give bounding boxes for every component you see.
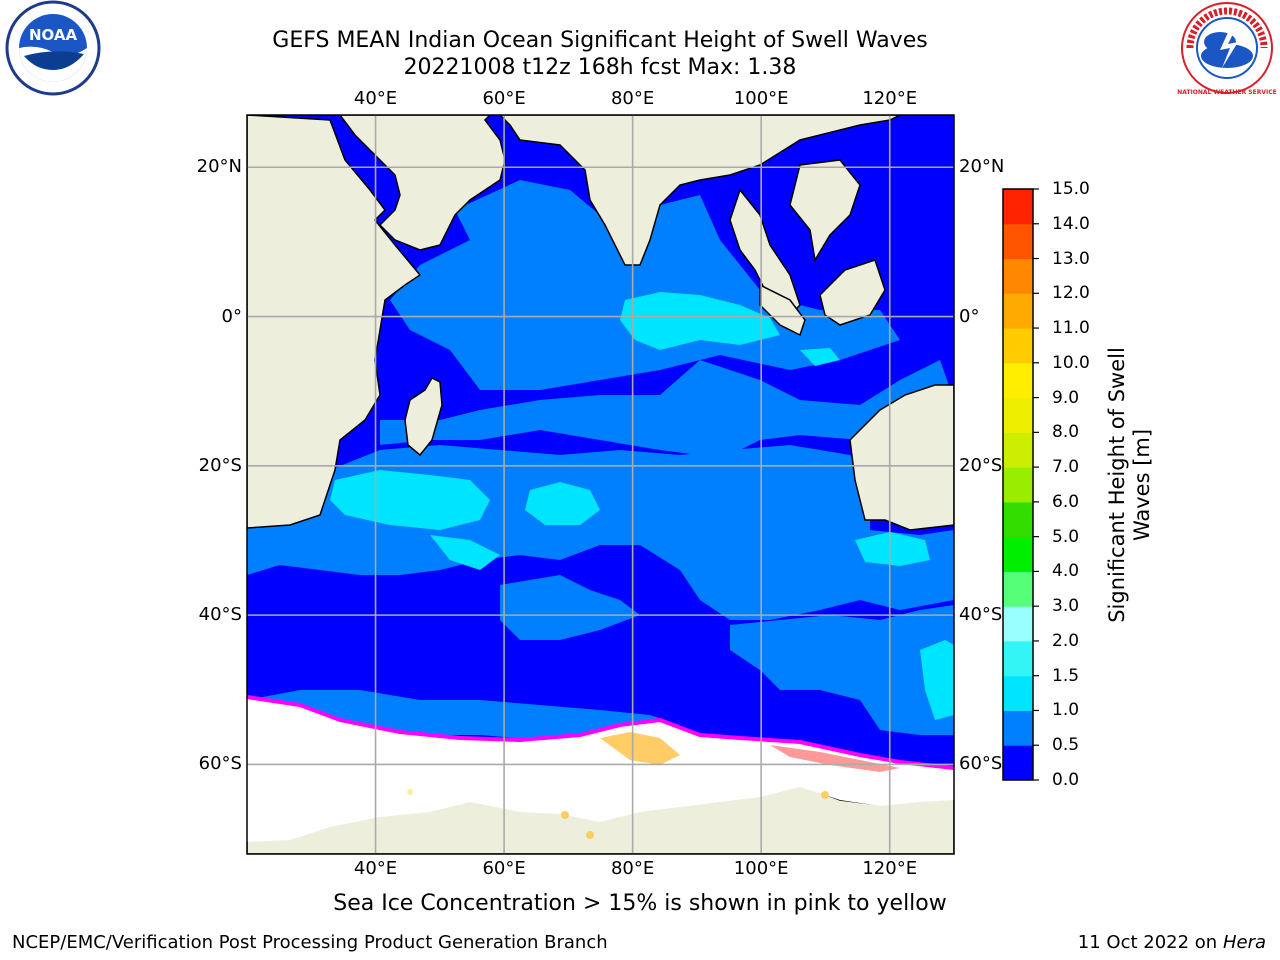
footer-date: 11 Oct 2022 on Hera bbox=[1078, 932, 1266, 954]
lat-tick-right: 60°S bbox=[959, 753, 1003, 775]
colorbar-segment bbox=[1003, 675, 1033, 711]
colorbar-tick-label: 6.0 bbox=[1052, 491, 1080, 512]
colorbar-segment bbox=[1003, 571, 1033, 607]
map-grid bbox=[247, 115, 954, 854]
colorbar-tick-label: 14.0 bbox=[1052, 213, 1090, 234]
colorbar-tick-label: 15.0 bbox=[1052, 179, 1090, 199]
chart-subtitle: 20221008 t12z 168h fcst Max: 1.38 bbox=[403, 55, 797, 80]
colorbar-tick-label: 4.0 bbox=[1052, 561, 1080, 582]
lon-tick-top: 60°E bbox=[482, 88, 526, 109]
lon-tick-bottom: 100°E bbox=[733, 858, 789, 879]
colorbar-tick-label: 12.0 bbox=[1052, 283, 1090, 304]
colorbar-tick-label: 1.5 bbox=[1052, 665, 1080, 686]
lat-tick-right: 20°S bbox=[959, 454, 1003, 476]
colorbar-segment bbox=[1003, 328, 1033, 364]
colorbar-segment bbox=[1003, 606, 1033, 642]
colorbar-tick-label: 0.0 bbox=[1052, 770, 1080, 790]
lat-tick-right: 40°S bbox=[959, 604, 1003, 626]
footer-credit: NCEP/EMC/Verification Post Processing Pr… bbox=[12, 932, 608, 953]
colorbar-segment bbox=[1003, 467, 1033, 503]
lon-tick-top: 120°E bbox=[862, 88, 918, 109]
footer-date-text: 11 Oct 2022 on bbox=[1077, 932, 1223, 953]
colorbar-segment bbox=[1003, 293, 1033, 329]
colorbar-tick-label: 0.5 bbox=[1052, 735, 1080, 756]
colorbar-tick-label: 13.0 bbox=[1052, 248, 1090, 269]
lat-tick-right: 20°N bbox=[959, 156, 1005, 178]
lon-tick-bottom: 120°E bbox=[862, 858, 918, 879]
colorbar-tick-label: 7.0 bbox=[1052, 457, 1080, 478]
lat-tick-left: 20°S bbox=[198, 454, 242, 476]
map-frame bbox=[246, 114, 955, 855]
lon-tick-bottom: 40°E bbox=[353, 858, 398, 879]
colorbar-tick-label: 1.0 bbox=[1052, 700, 1080, 721]
sea-ice-note: Sea Ice Concentration > 15% is shown in … bbox=[333, 891, 947, 916]
land-masses bbox=[247, 115, 954, 854]
colorbar-tick-label: 10.0 bbox=[1052, 352, 1090, 373]
colorbar-segment bbox=[1003, 432, 1033, 468]
colorbar-segment bbox=[1003, 258, 1033, 294]
nws-logo: NATIONAL WEATHER SERVICE bbox=[1174, 0, 1280, 100]
lon-tick-bottom: 60°E bbox=[482, 858, 526, 879]
sea-ice bbox=[247, 695, 954, 842]
colorbar-tick-label: 11.0 bbox=[1052, 318, 1090, 339]
footer-host: Hera bbox=[1222, 932, 1266, 953]
nws-logo-text: NATIONAL WEATHER SERVICE bbox=[1177, 89, 1276, 96]
map-area bbox=[247, 115, 954, 854]
colorbar-label-line2: Waves [m] bbox=[1130, 428, 1154, 542]
colorbar-segment bbox=[1003, 397, 1033, 433]
colorbar-tick-label: 3.0 bbox=[1052, 596, 1080, 617]
colorbar-segment bbox=[1003, 536, 1033, 572]
lon-tick-bottom: 80°E bbox=[610, 858, 655, 879]
colorbar-segment bbox=[1003, 189, 1033, 225]
colorbar-segment bbox=[1003, 501, 1033, 538]
colorbar bbox=[1002, 188, 1039, 781]
colorbar-frame bbox=[1002, 188, 1034, 781]
colorbar-label-line1: Significant Height of Swell bbox=[1105, 347, 1129, 623]
colorbar-segment bbox=[1003, 710, 1033, 746]
colorbar-segment bbox=[1003, 223, 1033, 260]
lat-tick-left: 0° bbox=[221, 305, 242, 327]
lon-tick-top: 80°E bbox=[610, 88, 655, 109]
lon-tick-top: 40°E bbox=[353, 88, 398, 109]
colorbar-tick-label: 8.0 bbox=[1052, 422, 1080, 443]
lon-tick-top: 100°E bbox=[733, 88, 789, 109]
colorbar-segment bbox=[1003, 745, 1033, 781]
lat-tick-left: 20°N bbox=[196, 156, 242, 178]
colorbar-tick-label: 9.0 bbox=[1052, 387, 1080, 408]
noaa-logo: NOAA bbox=[0, 0, 106, 100]
colorbar-segment bbox=[1003, 640, 1033, 677]
lat-tick-left: 60°S bbox=[198, 753, 242, 775]
lat-tick-left: 40°S bbox=[198, 604, 242, 626]
noaa-logo-text: NOAA bbox=[29, 26, 78, 44]
chart-title: GEFS MEAN Indian Ocean Significant Heigh… bbox=[272, 28, 928, 53]
swell-1.0-1.5-regions bbox=[330, 292, 954, 720]
colorbar-tick-label: 2.0 bbox=[1052, 630, 1080, 651]
colorbar-tick-label: 5.0 bbox=[1052, 526, 1080, 547]
colorbar-segment bbox=[1003, 362, 1033, 399]
lat-tick-right: 0° bbox=[959, 305, 980, 327]
